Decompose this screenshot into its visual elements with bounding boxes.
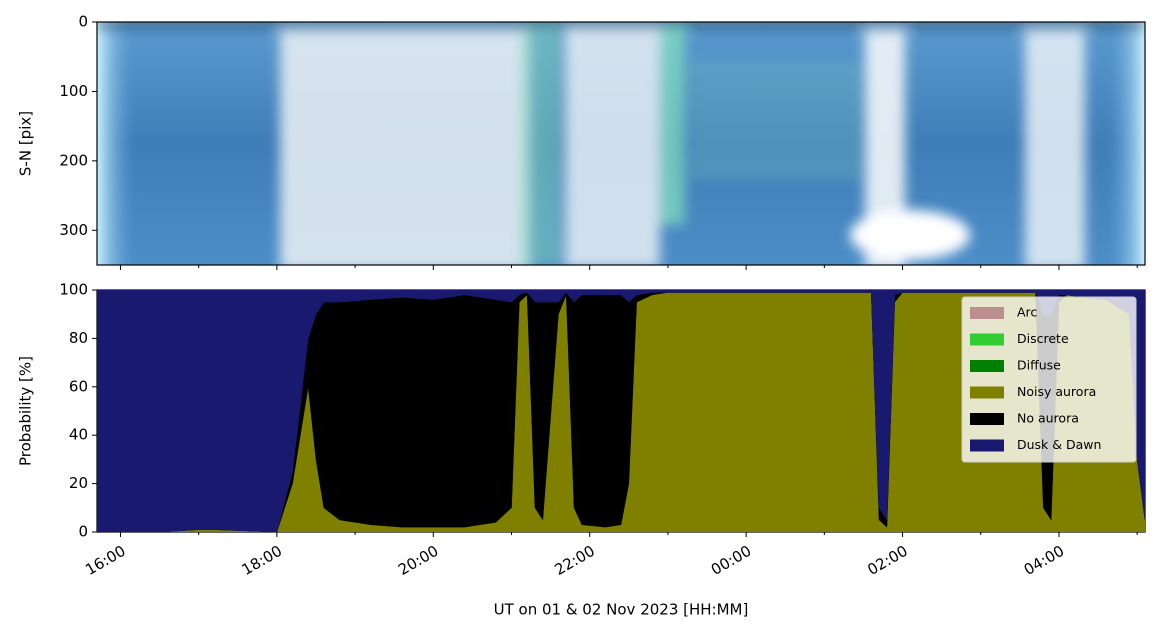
- legend-swatch: [970, 307, 1004, 319]
- y-axis-label: Probability [%]: [17, 356, 35, 466]
- legend-label: Arc: [1017, 305, 1037, 320]
- legend-box: [961, 296, 1137, 463]
- legend-swatch: [970, 386, 1004, 399]
- y-tick-label: 100: [59, 281, 88, 299]
- y-tick-label: 20: [69, 474, 88, 492]
- legend-label: Dusk & Dawn: [1017, 437, 1101, 452]
- y-tick-label: 40: [69, 426, 88, 444]
- legend-swatch: [970, 439, 1004, 452]
- x-tick-label: 02:00: [864, 542, 910, 579]
- y-tick-label: 100: [59, 82, 88, 100]
- legend-label: Discrete: [1017, 331, 1069, 346]
- x-tick-label: 00:00: [708, 542, 754, 579]
- x-tick-label: 20:00: [395, 542, 441, 579]
- x-axis-label: UT on 01 & 02 Nov 2023 [HH:MM]: [494, 601, 749, 619]
- legend-label: Noisy aurora: [1017, 384, 1096, 399]
- axes-frame: [96, 21, 1146, 266]
- y-tick-label: 200: [59, 151, 88, 169]
- x-tick-label: 16:00: [82, 542, 128, 579]
- x-tick-label: 04:00: [1021, 542, 1067, 579]
- legend-swatch: [970, 333, 1004, 346]
- x-tick-label: 18:00: [239, 542, 285, 579]
- y-tick-label: 0: [78, 13, 88, 31]
- x-tick-label: 22:00: [552, 542, 598, 579]
- keogram-image: [97, 22, 1145, 265]
- legend-label: No aurora: [1017, 411, 1079, 426]
- y-axis-label: S-N [pix]: [17, 111, 35, 176]
- legend-swatch: [970, 360, 1004, 372]
- y-tick-label: 60: [69, 377, 88, 395]
- y-tick-label: 0: [78, 523, 88, 541]
- y-tick-label: 80: [69, 329, 88, 347]
- legend-swatch: [970, 413, 1004, 425]
- y-tick-label: 300: [59, 221, 88, 239]
- legend-label: Diffuse: [1017, 358, 1061, 373]
- area: [97, 290, 1145, 532]
- stack-areas: [97, 290, 1145, 532]
